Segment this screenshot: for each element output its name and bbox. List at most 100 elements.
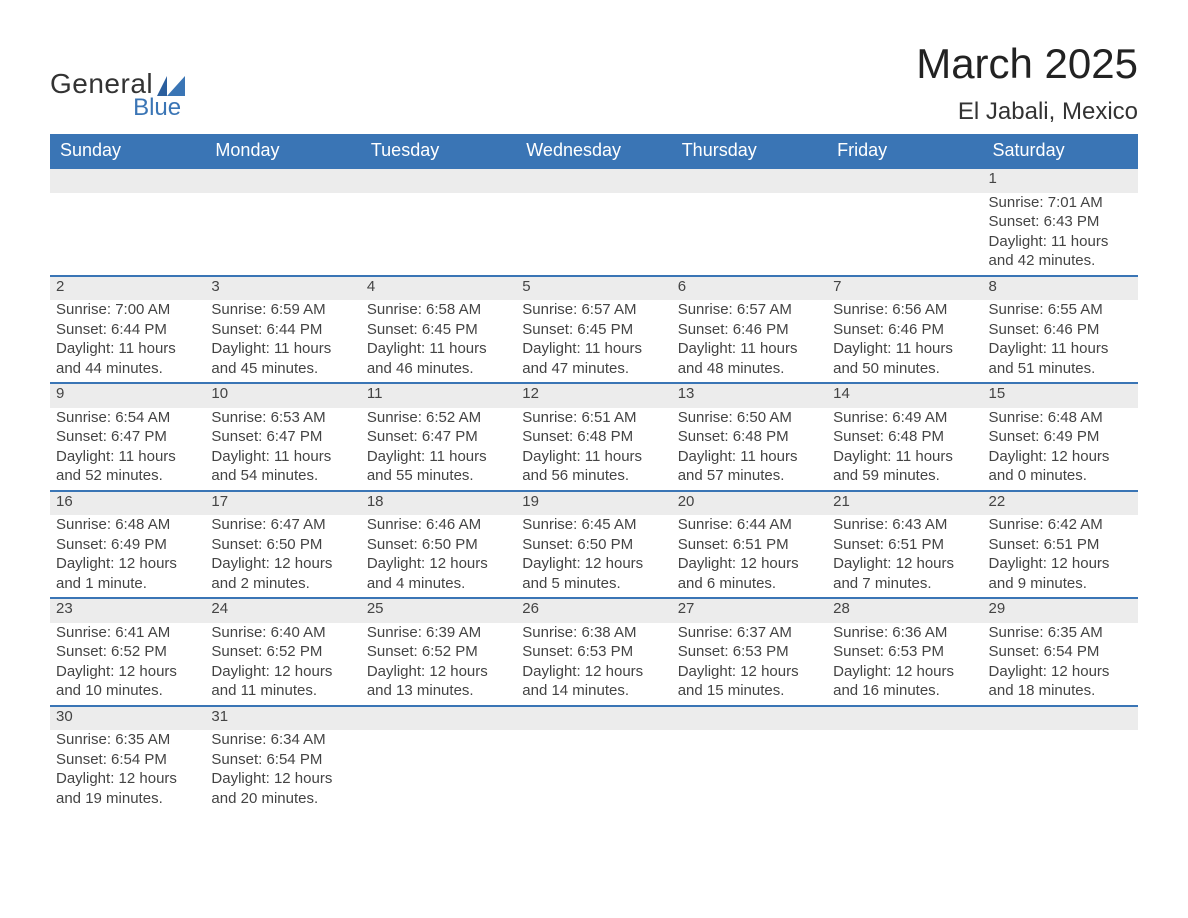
- logo: General Blue: [50, 68, 185, 122]
- sunset-text: Sunset: 6:49 PM: [989, 427, 1132, 447]
- daylight2-text: and 47 minutes.: [522, 359, 665, 379]
- day-number: 26: [516, 598, 671, 623]
- sunrise-text: Sunrise: 6:42 AM: [989, 515, 1132, 535]
- day-cell: Sunrise: 6:58 AMSunset: 6:45 PMDaylight:…: [361, 300, 516, 383]
- day-cell: Sunrise: 6:49 AMSunset: 6:48 PMDaylight:…: [827, 408, 982, 491]
- daylight2-text: and 9 minutes.: [989, 574, 1132, 594]
- weekday-header: Saturday: [983, 134, 1138, 168]
- day-number: 21: [827, 491, 982, 516]
- day-cell: [361, 193, 516, 276]
- sunrise-text: Sunrise: 6:44 AM: [678, 515, 821, 535]
- daylight2-text: and 45 minutes.: [211, 359, 354, 379]
- location-label: El Jabali, Mexico: [916, 98, 1138, 126]
- daylight2-text: and 5 minutes.: [522, 574, 665, 594]
- day-cell: Sunrise: 6:45 AMSunset: 6:50 PMDaylight:…: [516, 515, 671, 598]
- weekday-header: Thursday: [672, 134, 827, 168]
- day-number: 12: [516, 383, 671, 408]
- day-number: 14: [827, 383, 982, 408]
- day-cell: [50, 193, 205, 276]
- daylight2-text: and 14 minutes.: [522, 681, 665, 701]
- daylight1-text: Daylight: 11 hours: [211, 447, 354, 467]
- sunrise-text: Sunrise: 6:59 AM: [211, 300, 354, 320]
- day-cell: Sunrise: 6:57 AMSunset: 6:45 PMDaylight:…: [516, 300, 671, 383]
- daylight2-text: and 19 minutes.: [56, 789, 199, 809]
- sunset-text: Sunset: 6:52 PM: [56, 642, 199, 662]
- daylight1-text: Daylight: 12 hours: [56, 769, 199, 789]
- sunrise-text: Sunrise: 6:38 AM: [522, 623, 665, 643]
- day-number: [827, 706, 982, 731]
- daylight2-text: and 20 minutes.: [211, 789, 354, 809]
- sunrise-text: Sunrise: 6:56 AM: [833, 300, 976, 320]
- daylight2-text: and 18 minutes.: [989, 681, 1132, 701]
- sunrise-text: Sunrise: 6:47 AM: [211, 515, 354, 535]
- sunset-text: Sunset: 6:52 PM: [367, 642, 510, 662]
- daylight1-text: Daylight: 11 hours: [367, 339, 510, 359]
- calendar-table: Sunday Monday Tuesday Wednesday Thursday…: [50, 134, 1138, 812]
- day-cell: Sunrise: 6:36 AMSunset: 6:53 PMDaylight:…: [827, 623, 982, 706]
- day-cell: Sunrise: 6:35 AMSunset: 6:54 PMDaylight:…: [983, 623, 1138, 706]
- sunrise-text: Sunrise: 6:45 AM: [522, 515, 665, 535]
- sunrise-text: Sunrise: 6:46 AM: [367, 515, 510, 535]
- day-cell: Sunrise: 6:50 AMSunset: 6:48 PMDaylight:…: [672, 408, 827, 491]
- day-number: 1: [983, 168, 1138, 193]
- day-number: [827, 168, 982, 193]
- daylight1-text: Daylight: 12 hours: [367, 662, 510, 682]
- day-number: [361, 168, 516, 193]
- daylight2-text: and 57 minutes.: [678, 466, 821, 486]
- daylight2-text: and 50 minutes.: [833, 359, 976, 379]
- day-number: 8: [983, 276, 1138, 301]
- day-cell: Sunrise: 6:42 AMSunset: 6:51 PMDaylight:…: [983, 515, 1138, 598]
- daylight2-text: and 42 minutes.: [989, 251, 1132, 271]
- day-cell: Sunrise: 6:39 AMSunset: 6:52 PMDaylight:…: [361, 623, 516, 706]
- sunset-text: Sunset: 6:48 PM: [522, 427, 665, 447]
- day-number: 20: [672, 491, 827, 516]
- sunset-text: Sunset: 6:46 PM: [833, 320, 976, 340]
- sunset-text: Sunset: 6:48 PM: [678, 427, 821, 447]
- detail-row: Sunrise: 6:54 AMSunset: 6:47 PMDaylight:…: [50, 408, 1138, 491]
- sunrise-text: Sunrise: 6:54 AM: [56, 408, 199, 428]
- daylight1-text: Daylight: 11 hours: [56, 447, 199, 467]
- sunset-text: Sunset: 6:54 PM: [989, 642, 1132, 662]
- sunrise-text: Sunrise: 6:39 AM: [367, 623, 510, 643]
- day-number: [672, 168, 827, 193]
- weekday-header: Sunday: [50, 134, 205, 168]
- day-cell: Sunrise: 6:48 AMSunset: 6:49 PMDaylight:…: [50, 515, 205, 598]
- day-cell: Sunrise: 6:56 AMSunset: 6:46 PMDaylight:…: [827, 300, 982, 383]
- daylight2-text: and 16 minutes.: [833, 681, 976, 701]
- sunrise-text: Sunrise: 6:41 AM: [56, 623, 199, 643]
- day-number: [50, 168, 205, 193]
- sunset-text: Sunset: 6:49 PM: [56, 535, 199, 555]
- weekday-header: Friday: [827, 134, 982, 168]
- day-number: 15: [983, 383, 1138, 408]
- sunset-text: Sunset: 6:54 PM: [211, 750, 354, 770]
- sunrise-text: Sunrise: 6:49 AM: [833, 408, 976, 428]
- day-cell: Sunrise: 7:00 AMSunset: 6:44 PMDaylight:…: [50, 300, 205, 383]
- daylight1-text: Daylight: 12 hours: [989, 662, 1132, 682]
- day-cell: [827, 193, 982, 276]
- daylight1-text: Daylight: 12 hours: [678, 662, 821, 682]
- day-number: 6: [672, 276, 827, 301]
- day-number: 22: [983, 491, 1138, 516]
- sunset-text: Sunset: 6:43 PM: [989, 212, 1132, 232]
- sunset-text: Sunset: 6:50 PM: [211, 535, 354, 555]
- day-cell: Sunrise: 6:53 AMSunset: 6:47 PMDaylight:…: [205, 408, 360, 491]
- day-cell: Sunrise: 6:48 AMSunset: 6:49 PMDaylight:…: [983, 408, 1138, 491]
- daylight2-text: and 13 minutes.: [367, 681, 510, 701]
- sunrise-text: Sunrise: 6:37 AM: [678, 623, 821, 643]
- daylight1-text: Daylight: 11 hours: [56, 339, 199, 359]
- logo-blue-text: Blue: [50, 94, 185, 122]
- daynum-row: 9101112131415: [50, 383, 1138, 408]
- sunrise-text: Sunrise: 7:01 AM: [989, 193, 1132, 213]
- sunset-text: Sunset: 6:48 PM: [833, 427, 976, 447]
- sunrise-text: Sunrise: 6:58 AM: [367, 300, 510, 320]
- day-cell: Sunrise: 7:01 AMSunset: 6:43 PMDaylight:…: [983, 193, 1138, 276]
- day-cell: Sunrise: 6:40 AMSunset: 6:52 PMDaylight:…: [205, 623, 360, 706]
- sunset-text: Sunset: 6:53 PM: [522, 642, 665, 662]
- daylight2-text: and 11 minutes.: [211, 681, 354, 701]
- day-number: 29: [983, 598, 1138, 623]
- day-number: 24: [205, 598, 360, 623]
- daylight2-text: and 6 minutes.: [678, 574, 821, 594]
- daylight1-text: Daylight: 12 hours: [211, 769, 354, 789]
- daylight1-text: Daylight: 12 hours: [211, 554, 354, 574]
- sunset-text: Sunset: 6:44 PM: [56, 320, 199, 340]
